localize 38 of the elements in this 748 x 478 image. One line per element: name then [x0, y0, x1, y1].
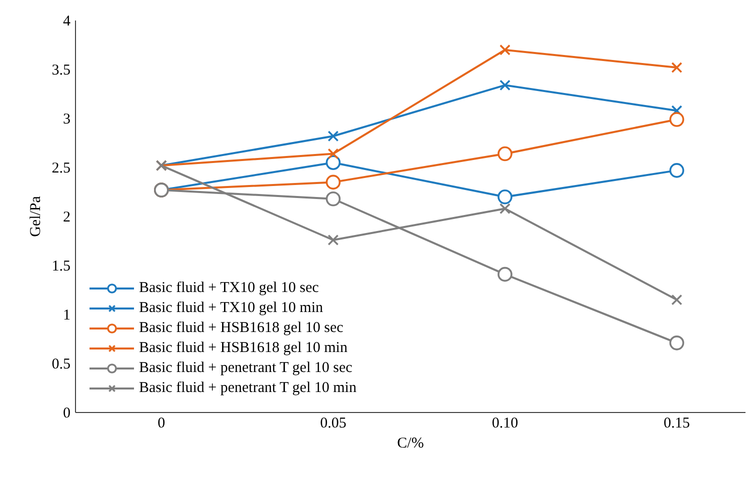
point: [669, 336, 684, 350]
legend-label: Basic fluid + HSB1618 gel 10 min: [139, 340, 348, 356]
point: [328, 234, 339, 246]
y-axis-title: Gel/Pa: [28, 196, 44, 237]
point: [326, 191, 341, 206]
point: [669, 112, 684, 127]
point: [498, 146, 512, 162]
point: [669, 163, 684, 178]
point: [671, 62, 682, 74]
point: [498, 190, 512, 204]
y-tick-label: 0: [63, 406, 70, 422]
x-axis-title: C/%: [397, 436, 424, 452]
point: [498, 266, 512, 282]
y-tick-label: 3: [63, 112, 70, 128]
point: [499, 80, 510, 91]
legend-label: Basic fluid + penetrant T gel 10 sec: [139, 360, 352, 376]
point: [328, 148, 339, 160]
x-tick-label: 0: [158, 416, 166, 432]
y-tick-label: 4: [63, 14, 71, 30]
point: [671, 294, 682, 306]
legend-label: Basic fluid + HSB1618 gel 10 sec: [139, 320, 344, 336]
point: [328, 130, 339, 142]
legend-label: Basic fluid + penetrant T gel 10 min: [139, 380, 356, 396]
x-tick-label: 0.10: [492, 416, 518, 432]
x-tick-label: 0.05: [320, 416, 346, 432]
point: [326, 155, 341, 170]
point: [326, 174, 341, 190]
y-tick-label: 0.5: [52, 356, 70, 372]
point: [499, 203, 510, 214]
y-tick-label: 1.5: [52, 258, 70, 274]
point: [499, 44, 510, 56]
y-tick-label: 3.5: [52, 62, 70, 78]
legend-label: Basic fluid + TX10 gel 10 sec: [139, 280, 319, 296]
y-tick-label: 2.5: [52, 160, 70, 176]
y-tick-label: 1: [63, 308, 70, 324]
x-tick-label: 0.15: [664, 416, 690, 432]
y-tick-label: 2: [63, 210, 70, 226]
legend-label: Basic fluid + TX10 gel 10 min: [139, 300, 323, 316]
